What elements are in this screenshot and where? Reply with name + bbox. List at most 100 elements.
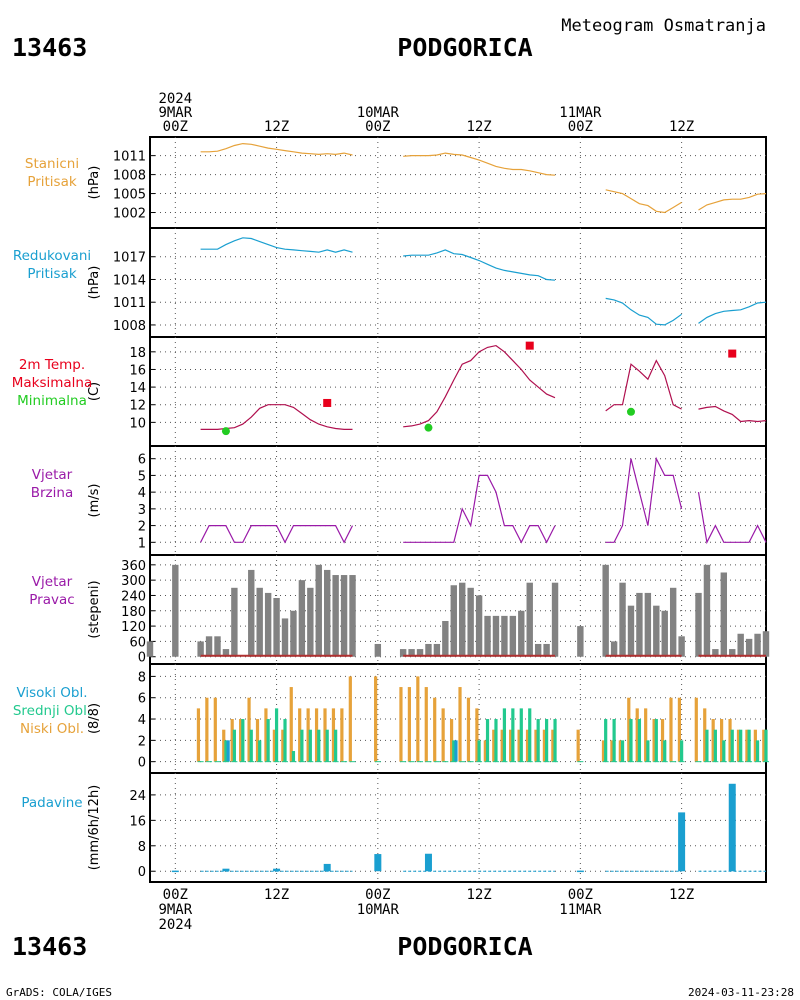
panel-label: Redukovani [13, 248, 91, 264]
cloud-bar [213, 697, 217, 762]
cloud-bar [314, 708, 319, 762]
wind-direction-bar [214, 636, 221, 657]
series-line [697, 492, 767, 545]
min-temp-marker [424, 423, 433, 432]
time-label-bottom: 9MAR [158, 902, 192, 918]
panel-label: Brzina [31, 485, 73, 501]
wind-direction-bar [197, 641, 204, 657]
cloud-bar [660, 719, 665, 762]
station-id-bottom: 13463 [12, 932, 87, 961]
cloud-bar [528, 708, 532, 762]
wind-direction-bar [416, 649, 424, 657]
station-name-top: PODGORICA [397, 33, 532, 62]
time-label-top: 2024 [158, 91, 192, 107]
y-tick-label: 18 [129, 346, 146, 361]
cloud-bar [454, 740, 458, 762]
time-label-top: 00Z [568, 119, 593, 135]
wind-direction-bar [475, 595, 483, 657]
y-tick-label: 1014 [113, 273, 146, 288]
wind-direction-bar [231, 587, 238, 657]
wind-direction-bar [720, 572, 728, 657]
series-line [403, 152, 556, 176]
panel-label: Vjetar [32, 467, 73, 483]
cloud-bar [274, 708, 279, 762]
time-label-bottom: 11MAR [559, 902, 602, 918]
station-id-top: 13463 [12, 33, 87, 62]
wind-direction-bar [467, 587, 474, 657]
cloud-bar [663, 740, 667, 762]
wind-direction-bar [653, 605, 660, 657]
wind-direction-bar [433, 643, 441, 657]
cloud-bar [747, 729, 751, 762]
cloud-bar [289, 687, 293, 762]
wind-direction-bar [644, 592, 652, 657]
wind-direction-bar [602, 564, 609, 657]
cloud-bar [604, 719, 608, 762]
panel-label: Minimalna [17, 393, 87, 409]
time-label-bottom: 00Z [365, 887, 390, 903]
cloud-bar [308, 729, 312, 762]
cloud-bar [713, 729, 717, 762]
cloud-bar [306, 708, 310, 762]
cloud-bar [534, 729, 538, 762]
wind-direction-bar [307, 587, 314, 657]
series-line [200, 524, 354, 544]
wind-direction-bar [324, 569, 331, 657]
cloud-bar [637, 719, 642, 762]
precip-bar [728, 783, 736, 872]
time-label-top: 12Z [264, 119, 289, 135]
y-tick-label: 0 [138, 756, 146, 771]
series-line [698, 193, 767, 211]
wind-direction-bar [222, 649, 230, 657]
wind-direction-bar [678, 636, 685, 657]
series-line [698, 301, 767, 324]
panel-label: Niski Obl. [20, 721, 84, 737]
cloud-bar [722, 740, 726, 762]
y-axis-label: (mm/6h/12h) [87, 785, 102, 871]
cloud-bar [542, 729, 547, 762]
cloud-bar [348, 676, 352, 762]
time-label-bottom: 00Z [163, 887, 188, 903]
cloud-bar [755, 740, 760, 762]
wind-direction-bar [669, 587, 677, 657]
y-tick-label: 1005 [113, 188, 146, 203]
cloud-bar [249, 729, 253, 762]
wind-direction-bar [399, 649, 407, 657]
cloud-bar [323, 708, 327, 762]
wind-direction-bar [661, 610, 668, 657]
cloud-bar [291, 751, 296, 762]
min-temp-marker [221, 427, 230, 436]
y-tick-label: 360 [121, 559, 146, 574]
cloud-bar [483, 740, 487, 762]
y-axis-label: (8/8) [87, 703, 102, 734]
y-axis-label: (hPa) [87, 266, 102, 300]
wind-direction-bar [695, 592, 702, 657]
chart-subtitle: Meteogram Osmatranja [561, 16, 766, 36]
y-tick-label: 1008 [113, 169, 146, 184]
cloud-bar [652, 719, 656, 762]
y-tick-label: 1011 [113, 150, 146, 165]
y-tick-label: 60 [129, 635, 146, 650]
wind-direction-bar [627, 605, 635, 657]
credit-text: GrADS: COLA/IGES [6, 986, 112, 999]
cloud-bar [272, 729, 276, 762]
panel-label: Pravac [29, 592, 74, 608]
y-tick-label: 1011 [113, 296, 146, 311]
wind-direction-bar [703, 564, 711, 657]
cloud-bar [739, 729, 743, 762]
wind-direction-bar [484, 615, 491, 657]
y-tick-label: 0 [138, 651, 146, 666]
panel-7: 0 8 16 24 (mm/6h/12h) Padavine [21, 772, 767, 883]
cloud-bar [610, 740, 614, 762]
wind-direction-bar [450, 585, 457, 657]
cloud-bar [477, 740, 481, 762]
time-label-bottom: 12Z [264, 887, 289, 903]
wind-direction-bar [340, 575, 348, 657]
cloud-bar [753, 729, 757, 762]
wind-direction-bar [619, 582, 626, 657]
panel-label: Vjetar [32, 574, 73, 590]
panel-label: Padavine [21, 795, 82, 811]
cloud-bar [317, 729, 321, 762]
wind-direction-bar [551, 582, 559, 657]
